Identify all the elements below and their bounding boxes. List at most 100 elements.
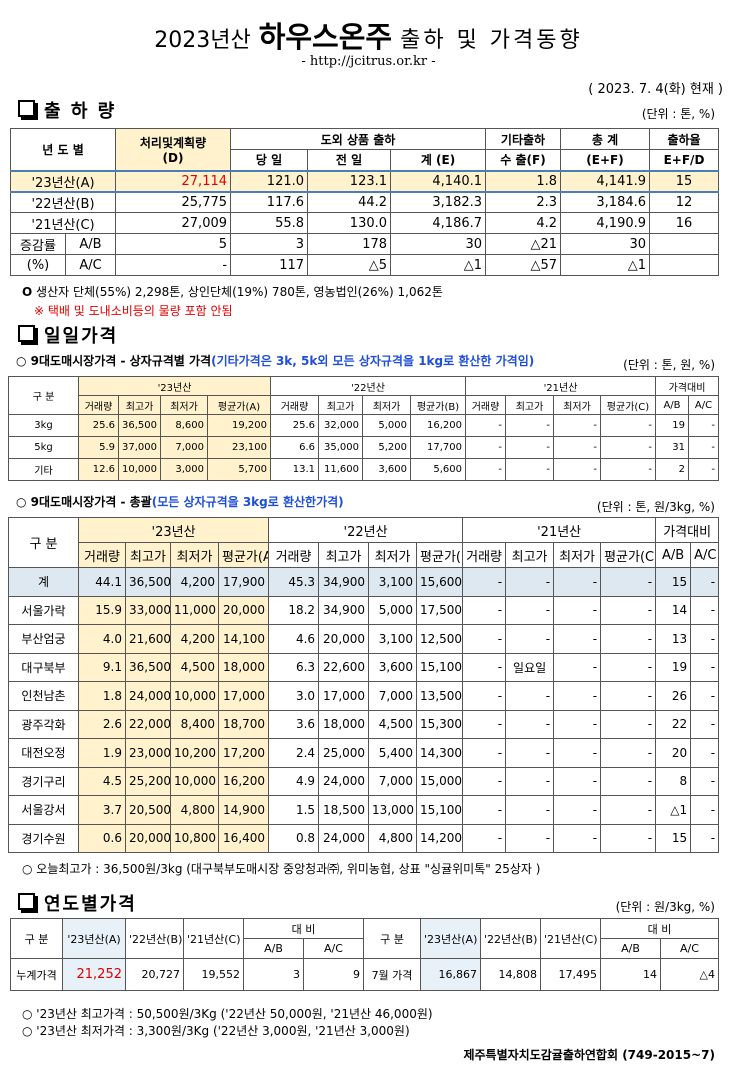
cell: 23,000 <box>125 738 171 768</box>
cell: 17,495 <box>540 958 601 991</box>
cell: 33,000 <box>125 595 171 625</box>
header-cell: A/C <box>660 938 719 959</box>
header-cell: '22년산 <box>270 376 466 396</box>
subsection-title: ○ 9대도매시장가격 - 총괄(모든 상자규격을 3kg로 환산한가격) <box>16 493 344 510</box>
cell: 4.9 <box>268 766 320 796</box>
note: ○ 오늘최고가 : 36,500원/3kg (대구북부도매시장 중앙청과㈜, 위… <box>22 862 541 876</box>
cell: - <box>688 458 719 481</box>
header-cell: A/B <box>655 542 692 568</box>
date: ( 2023. 7. 4(화) 현재 ) <box>588 82 723 97</box>
cell: 25.6 <box>270 414 319 437</box>
cell: 0.8 <box>268 823 320 853</box>
cell: 10,200 <box>170 738 219 768</box>
table-row: 거래량최고가최저가평균가(A)거래량최고가최저가평균가(B)거래량최고가최저가평… <box>9 542 720 568</box>
cell: 5.9 <box>78 436 119 459</box>
cell: 3 <box>243 958 304 991</box>
cell: 5,700 <box>207 458 271 481</box>
cell: 4,186.7 <box>390 212 487 234</box>
section-title: 연도별가격 <box>44 894 137 915</box>
cell: - <box>600 766 657 796</box>
cell: 21,600 <box>125 624 171 654</box>
cell: 36,500 <box>125 567 171 597</box>
cell: 36,500 <box>118 414 161 437</box>
cell: 14,100 <box>217 624 270 654</box>
cell: 13,000 <box>368 795 418 825</box>
row-label: '21년산(C) <box>9 212 117 234</box>
row-label: 5kg <box>8 436 79 459</box>
header-cell: 거래량 <box>462 542 507 568</box>
cell: 10,000 <box>118 458 161 481</box>
row-label: 부산엄궁 <box>8 624 79 654</box>
header-cell: 최고가 <box>125 542 171 568</box>
cell: - <box>553 795 602 825</box>
cell: 18,500 <box>318 795 370 825</box>
cell: - <box>462 738 507 768</box>
header-cell: 평균가(B) <box>410 395 466 415</box>
header-cell: A/B <box>655 395 689 415</box>
row-label: A/B <box>64 233 117 255</box>
cell: - <box>600 567 657 597</box>
cell: 18.2 <box>268 595 320 625</box>
section-icon <box>18 893 35 910</box>
cell: △57 <box>485 254 562 276</box>
cell: 117.6 <box>230 191 309 213</box>
cell: - <box>600 436 656 459</box>
cell: 117 <box>230 254 309 276</box>
table-row: '22년산(B) 25,775 117.6 44.2 3,182.3 2.3 3,184.6… <box>9 191 720 213</box>
table-row: 구 분 '23년산 '22년산 '21년산 가격대비 <box>8 517 720 568</box>
cell: 14,200 <box>416 823 464 853</box>
subsection-note: (기타가격은 3k, 5k외 모든 상자규격을 1kg로 환산한 가격임) <box>211 354 535 368</box>
cell: 1.8 <box>485 169 562 193</box>
cell: 1.5 <box>268 795 320 825</box>
cell: - <box>465 414 506 437</box>
cell: - <box>553 681 602 711</box>
table-row: '23년산(A) 27,114 121.0 123.1 4,140.1 1.8 4,141.… <box>9 169 720 193</box>
cell: - <box>690 823 720 853</box>
cell: 4.0 <box>78 624 126 654</box>
cell: 16 <box>649 212 720 234</box>
subsection-text: ○ 9대도매시장가격 - 상자규격별 가격 <box>16 354 212 368</box>
cell: - <box>688 436 719 459</box>
row-label: 7월 가격 <box>363 958 421 991</box>
cell: 5,200 <box>362 436 411 459</box>
table-row: 계 44.1 36,500 4,200 17,900 45.3 34,900 3,100 15,… <box>8 567 720 597</box>
header-cell: 최저가 <box>362 395 411 415</box>
cell: - <box>600 458 656 481</box>
cell: - <box>600 823 657 853</box>
cell: - <box>600 652 657 682</box>
cell: 4.2 <box>485 212 562 234</box>
cell: 5,600 <box>410 458 466 481</box>
cell: 3,100 <box>368 567 418 597</box>
cell: 13,500 <box>416 681 464 711</box>
row-label: 광주각화 <box>8 709 79 739</box>
cell: - <box>690 738 720 768</box>
cell: - <box>505 436 554 459</box>
cell: 5,400 <box>368 738 418 768</box>
cell: △21 <box>485 233 562 255</box>
cell: - <box>462 624 507 654</box>
cell: 17,500 <box>416 595 464 625</box>
empty-cell <box>649 233 720 255</box>
note: ○ '23년산 최고가격 : 50,500원/3Kg ('22년산 50,000… <box>22 1007 433 1021</box>
cell: 15.9 <box>78 595 126 625</box>
header-cell: 평균가(C) <box>600 542 657 568</box>
cell: 24,000 <box>125 681 171 711</box>
cell: - <box>462 766 507 796</box>
note-text: 생산자 단체(55%) 2,298톤, 상인단체(19%) 780톤, 영농법인… <box>36 285 443 299</box>
header-text: 처리및계획량 <box>139 135 207 150</box>
cell: 19,200 <box>207 414 271 437</box>
row-label: '23년산(A) <box>9 169 117 193</box>
header-cell: '21년산(C) <box>540 918 601 959</box>
subsection-title: ○ 9대도매시장가격 - 상자규격별 가격(기타가격은 3k, 5k외 모든 상… <box>16 352 534 369</box>
table-row: 경기구리 4.5 25,200 10,000 16,200 4.9 24,000 7,000 1… <box>8 766 720 796</box>
subsection-text: ○ 9대도매시장가격 - 총괄 <box>16 495 152 509</box>
cell: - <box>690 681 720 711</box>
cell: 8,400 <box>170 709 219 739</box>
cell: 8 <box>655 766 692 796</box>
header-cell: 거래량 <box>268 542 320 568</box>
cell: - <box>462 709 507 739</box>
cell: 3.7 <box>78 795 126 825</box>
